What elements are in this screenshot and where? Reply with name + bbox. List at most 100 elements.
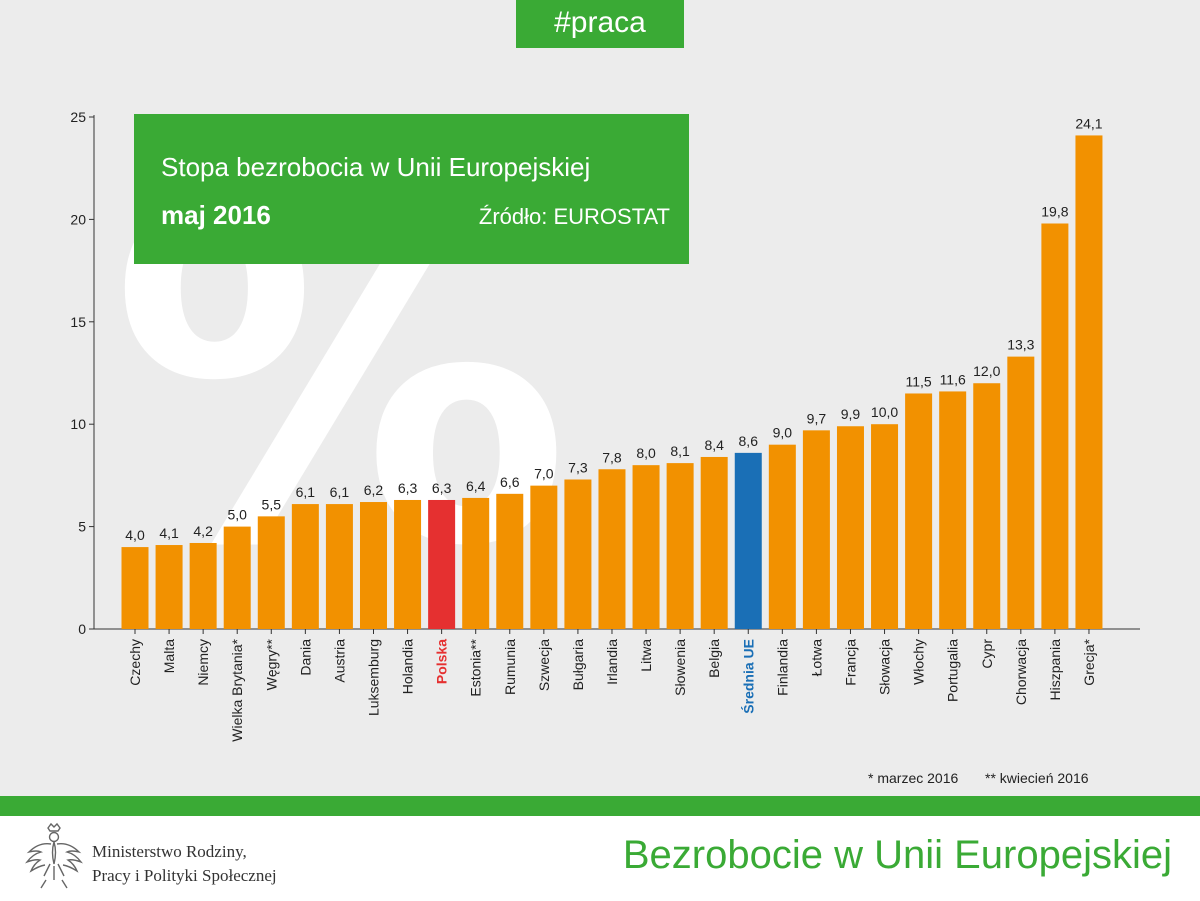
y-tick-label: 25 <box>70 109 86 125</box>
bar <box>1041 223 1069 629</box>
hashtag-badge: #praca <box>516 0 684 48</box>
category-label: Łotwa <box>808 639 824 677</box>
bar-value-label: 6,4 <box>466 478 486 494</box>
footnote-april: ** kwiecień 2016 <box>985 770 1089 786</box>
bar-value-label: 7,8 <box>602 449 622 465</box>
y-tick-label: 10 <box>70 416 86 432</box>
footer-title: Bezrobocie w Unii Europejskiej <box>622 833 1172 877</box>
bar <box>1007 356 1035 629</box>
eagle-emblem-icon <box>25 822 83 889</box>
y-tick-label: 5 <box>78 519 86 535</box>
bar <box>939 391 967 629</box>
bar-value-label: 6,6 <box>500 474 520 490</box>
ministry-name: Ministerstwo Rodziny, Pracy i Polityki S… <box>92 840 277 888</box>
bar <box>325 504 353 629</box>
category-label: Średnia UE <box>739 639 756 714</box>
bar-value-label: 6,3 <box>432 480 452 496</box>
bar <box>462 497 490 629</box>
bar <box>871 424 899 629</box>
chart-source: Źródło: EUROSTAT <box>478 204 670 229</box>
category-label: Włochy <box>911 639 927 685</box>
bar <box>530 485 558 629</box>
bar <box>564 479 592 629</box>
bar-value-label: 19,8 <box>1041 203 1068 219</box>
bar <box>734 452 762 629</box>
bar-value-label: 9,9 <box>841 406 861 422</box>
bar-value-label: 6,1 <box>330 484 350 500</box>
category-label: Cypr <box>979 639 995 669</box>
bar <box>257 516 285 629</box>
bar-value-label: 8,0 <box>636 445 656 461</box>
category-label: Austria <box>331 639 347 683</box>
category-label: Czechy <box>127 639 143 686</box>
bar <box>836 426 864 629</box>
bar-value-label: 8,4 <box>704 437 724 453</box>
bar-value-label: 10,0 <box>871 404 898 420</box>
bar <box>121 547 149 629</box>
category-label: Słowenia <box>672 639 688 696</box>
bar <box>666 463 694 629</box>
bar <box>768 444 796 629</box>
bar-value-label: 5,0 <box>227 507 247 523</box>
y-tick-label: 15 <box>70 314 86 330</box>
category-label: Polska <box>434 639 450 684</box>
category-label: Irlandia <box>604 639 620 685</box>
bar-value-label: 11,5 <box>906 373 932 389</box>
bar <box>598 469 626 629</box>
category-label: Węgry** <box>263 638 279 690</box>
bar-value-label: 9,0 <box>773 425 793 441</box>
bar-value-label: 11,6 <box>940 371 966 387</box>
category-label: Słowacja <box>877 639 893 695</box>
ministry-line-2: Pracy i Polityki Społecznej <box>92 866 277 885</box>
bar-value-label: 12,0 <box>973 363 1000 379</box>
ministry-line-1: Ministerstwo Rodziny, <box>92 842 247 861</box>
category-label: Estonia** <box>468 638 484 696</box>
bar <box>223 526 251 629</box>
bar <box>189 542 217 629</box>
bar-value-label: 6,1 <box>296 484 316 500</box>
category-label: Luksemburg <box>365 639 381 716</box>
category-label: Francja <box>842 639 858 686</box>
bar <box>905 393 933 629</box>
bar-value-label: 7,0 <box>534 466 554 482</box>
bar-value-label: 13,3 <box>1007 337 1034 353</box>
chart-period: maj 2016 <box>161 200 271 230</box>
bar-value-label: 24,1 <box>1075 115 1102 131</box>
bar-value-label: 8,1 <box>670 443 690 459</box>
category-label: Hiszpania <box>1047 639 1063 701</box>
bar-value-label: 6,3 <box>398 480 418 496</box>
bar <box>496 493 524 629</box>
bar-value-label: 9,7 <box>807 410 827 426</box>
bar <box>155 545 183 629</box>
category-label: Wielka Brytania* <box>229 638 245 741</box>
category-label: Litwa <box>638 639 654 672</box>
footer-divider <box>0 796 1200 816</box>
y-tick-label: 0 <box>78 621 86 637</box>
bar-value-label: 6,2 <box>364 482 384 498</box>
category-label: Portugalia <box>945 639 961 702</box>
bar-value-label: 4,2 <box>193 523 213 539</box>
bar-value-label: 7,3 <box>568 459 588 475</box>
footer <box>0 816 1200 901</box>
chart-title: Stopa bezrobocia w Unii Europejskiej <box>161 152 591 182</box>
bar <box>632 465 660 629</box>
category-label: Finlandia <box>774 639 790 696</box>
bar <box>428 499 456 629</box>
bar <box>291 504 319 629</box>
category-label: Szwecja <box>536 639 552 691</box>
bar-value-label: 4,0 <box>125 527 145 543</box>
category-label: Dania <box>297 639 313 676</box>
bar <box>973 383 1001 629</box>
bar <box>700 456 728 629</box>
category-label: Holandia <box>400 639 416 694</box>
bar <box>802 430 830 629</box>
category-label: Chorwacja <box>1013 639 1029 705</box>
bar-value-label: 5,5 <box>262 496 282 512</box>
category-label: Bułgaria <box>570 639 586 691</box>
y-tick-label: 20 <box>70 211 86 227</box>
bar <box>359 502 387 629</box>
bar-value-label: 4,1 <box>159 525 179 541</box>
bar-value-label: 8,6 <box>739 433 759 449</box>
category-label: Rumunia <box>502 639 518 695</box>
category-label: Malta <box>161 639 177 673</box>
